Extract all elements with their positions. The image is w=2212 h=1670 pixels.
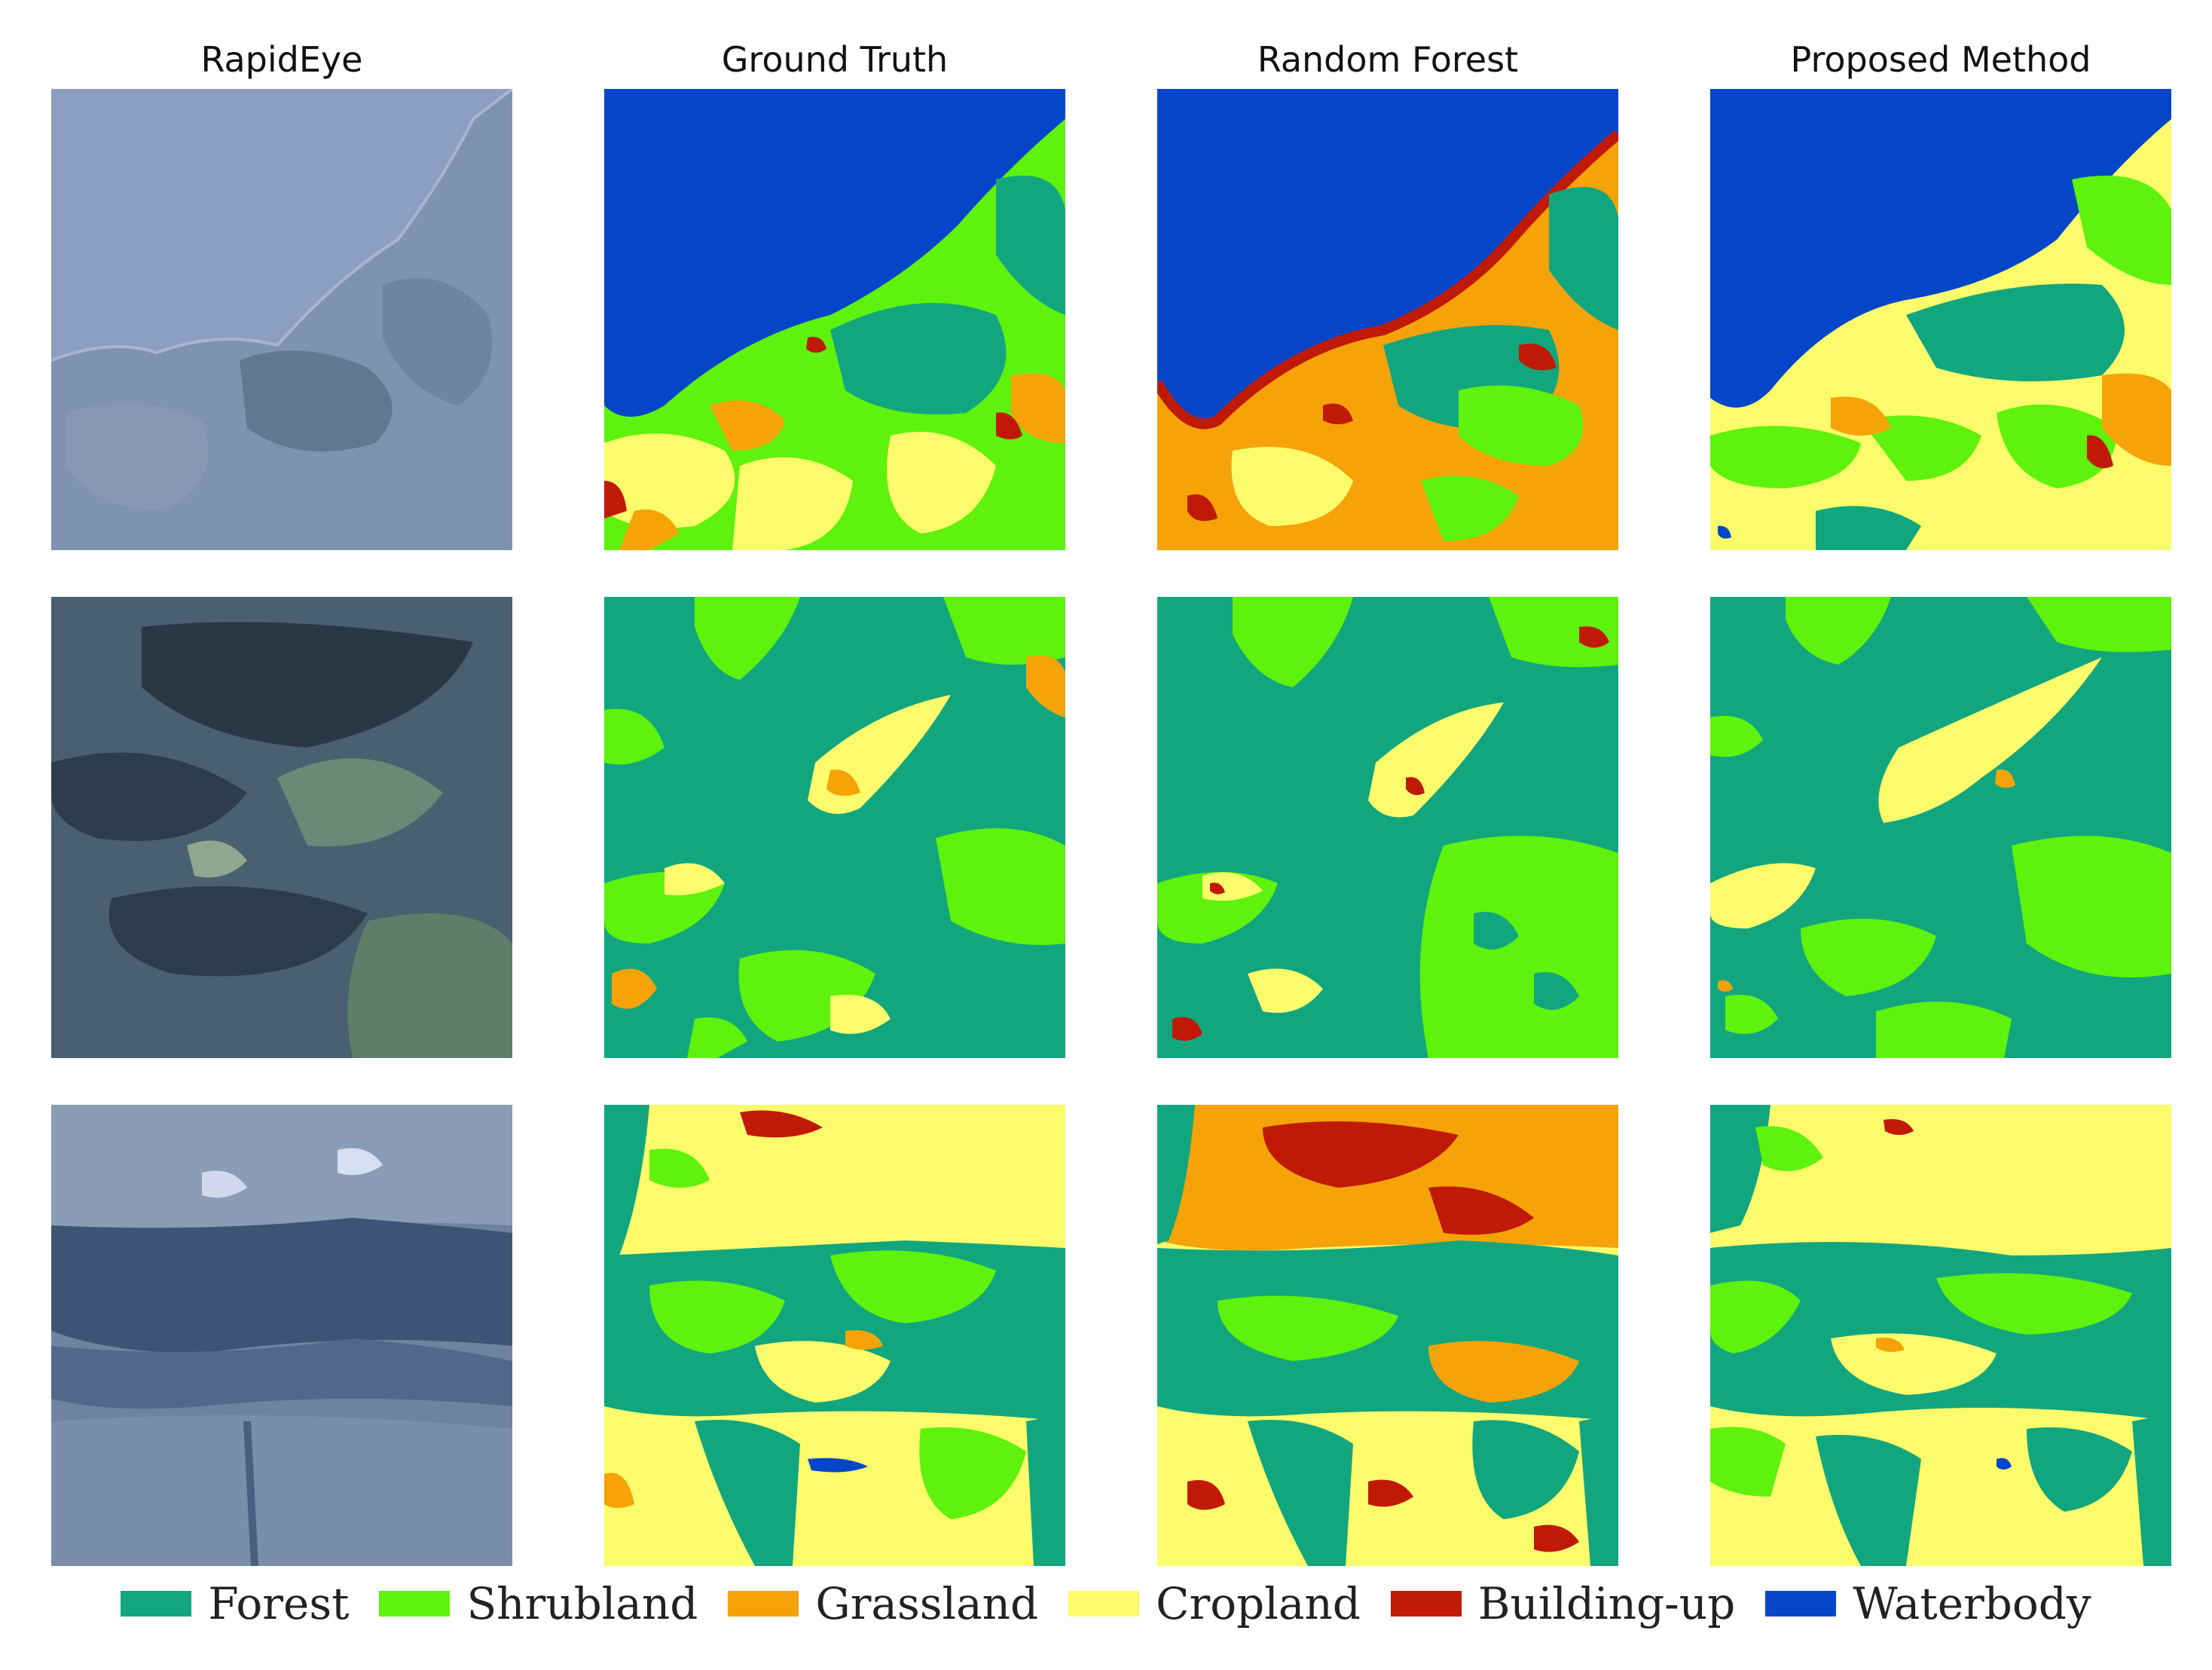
- legend-label-cropland: Cropland: [1156, 1578, 1361, 1629]
- legend-item-shrubland: Shrubland: [379, 1578, 698, 1629]
- column-title-random-forest: Random Forest: [1257, 39, 1519, 80]
- column-title-proposed-method: Proposed Method: [1790, 39, 2091, 80]
- rapideye-image-row-1: [51, 89, 512, 550]
- ground-truth-map-row-2: [604, 597, 1065, 1058]
- rapideye-image-row-3: [51, 1105, 512, 1566]
- legend-item-cropland: Cropland: [1068, 1578, 1361, 1629]
- legend-label-grassland: Grassland: [815, 1578, 1039, 1629]
- random-forest-map-row-1: [1157, 89, 1618, 550]
- rapideye-image-row-2: [51, 597, 512, 1058]
- legend-label-waterbody: Waterbody: [1853, 1578, 2091, 1629]
- legend-label-shrubland: Shrubland: [466, 1578, 698, 1629]
- legend-item-forest: Forest: [121, 1578, 349, 1629]
- legend: Forest Shrubland Grassland Cropland Buil…: [0, 1574, 2212, 1634]
- proposed-method-map-row-1: [1710, 89, 2171, 550]
- column-title-ground-truth: Ground Truth: [721, 39, 949, 80]
- legend-item-grassland: Grassland: [728, 1578, 1038, 1629]
- legend-swatch-cropland: [1068, 1591, 1140, 1616]
- legend-swatch-waterbody: [1765, 1591, 1837, 1616]
- legend-label-forest: Forest: [208, 1578, 350, 1629]
- legend-swatch-grassland: [728, 1591, 799, 1616]
- proposed-method-map-row-3: [1710, 1105, 2171, 1566]
- legend-swatch-shrubland: [379, 1591, 451, 1616]
- legend-swatch-building-up: [1390, 1591, 1462, 1616]
- legend-item-waterbody: Waterbody: [1765, 1578, 2091, 1629]
- random-forest-map-row-2: [1157, 597, 1618, 1058]
- proposed-method-map-row-2: [1710, 597, 2171, 1058]
- legend-label-building-up: Building-up: [1477, 1578, 1736, 1629]
- column-title-rapideye: RapidEye: [200, 39, 363, 80]
- ground-truth-map-row-3: [604, 1105, 1065, 1566]
- random-forest-map-row-3: [1157, 1105, 1618, 1566]
- ground-truth-map-row-1: [604, 89, 1065, 550]
- legend-swatch-forest: [121, 1591, 192, 1616]
- legend-item-building-up: Building-up: [1390, 1578, 1736, 1629]
